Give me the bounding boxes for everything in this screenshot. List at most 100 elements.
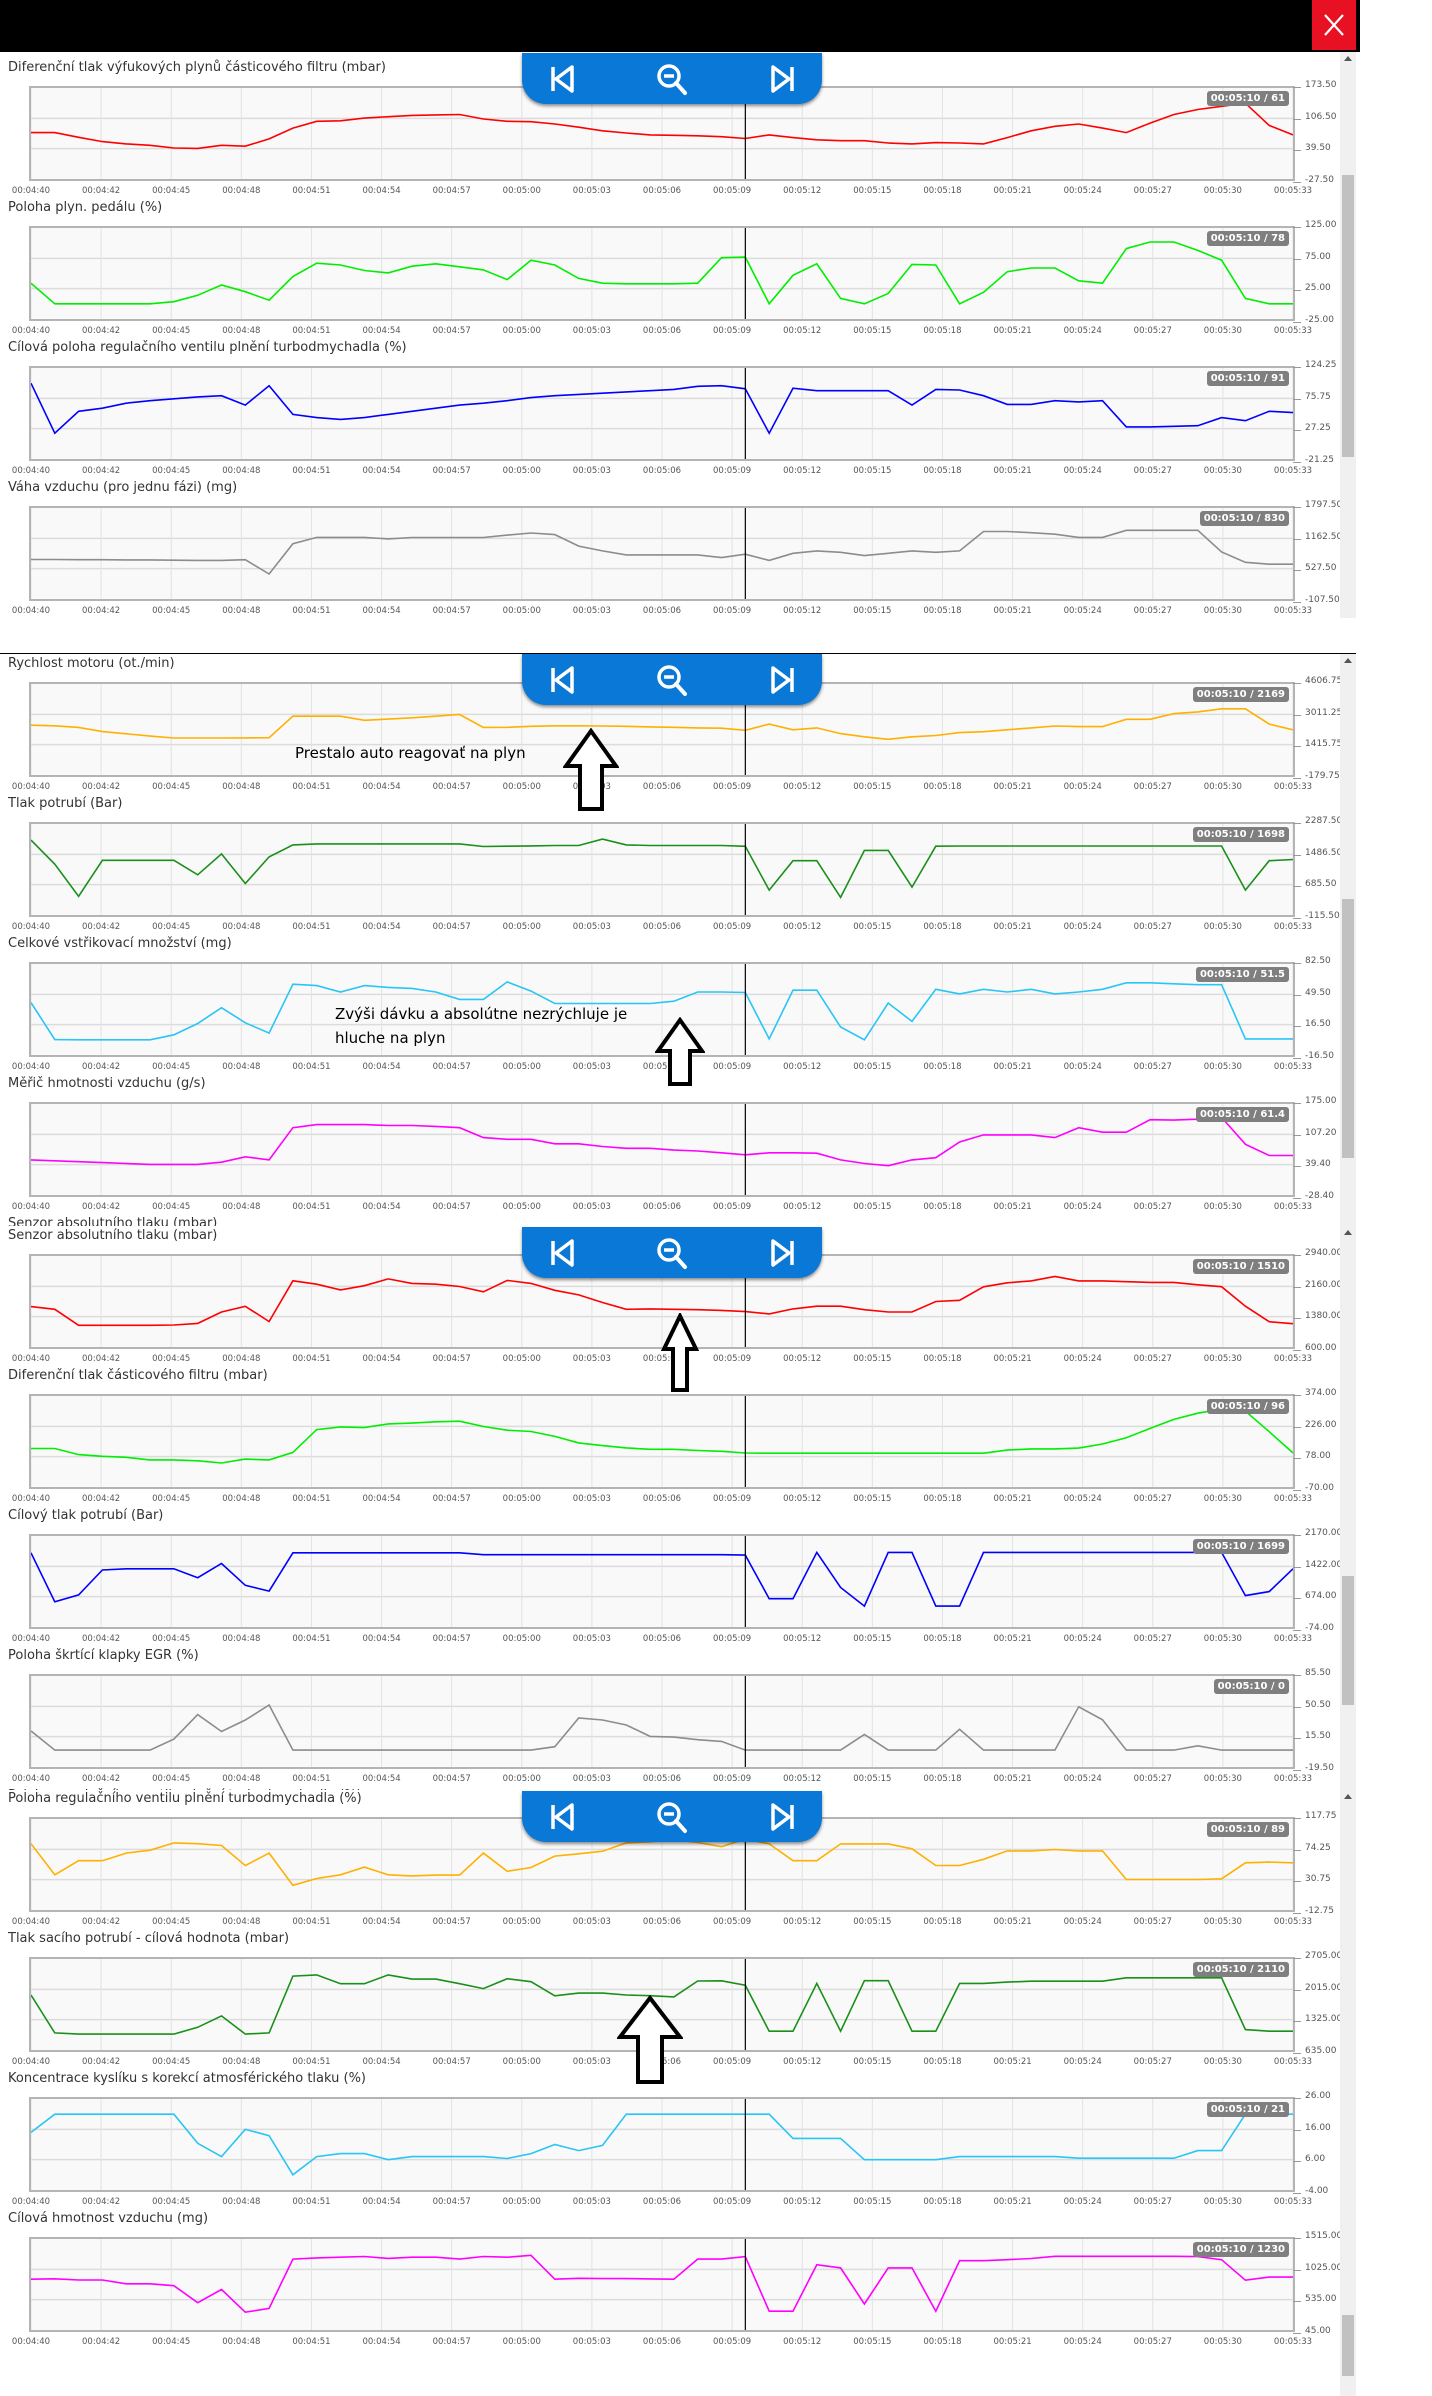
x-axis-label: 00:05:00 bbox=[502, 1917, 541, 1927]
x-axis-label: 00:05:21 bbox=[993, 1917, 1032, 1927]
cursor-value-badge: 00:05:10 / 1699 bbox=[1192, 1539, 1289, 1554]
y-axis-tick bbox=[1293, 1458, 1301, 1460]
y-axis-tick bbox=[1293, 398, 1301, 400]
plot-area[interactable]: 00:05:10 / 0 bbox=[29, 1674, 1295, 1769]
y-axis-label: 2940.00 bbox=[1305, 1248, 1340, 1258]
x-axis-label: 00:04:57 bbox=[432, 2197, 471, 2207]
y-axis-label: 75.00 bbox=[1305, 251, 1331, 262]
x-axis-label: 00:05:21 bbox=[993, 1062, 1032, 1072]
plot-area[interactable]: 00:05:10 / 61.4 bbox=[29, 1102, 1295, 1197]
cursor-value-badge: 00:05:10 / 0 bbox=[1213, 1679, 1289, 1694]
next-button[interactable] bbox=[765, 61, 801, 97]
x-axis-label: 00:05:15 bbox=[853, 2197, 892, 2207]
x-axis-label: 00:05:30 bbox=[1203, 2337, 1242, 2347]
series-line bbox=[31, 382, 1293, 435]
plot-area[interactable]: 00:05:10 / 1698 bbox=[29, 822, 1295, 917]
x-axis-label: 00:05:15 bbox=[853, 1202, 892, 1212]
x-axis-label: 00:05:00 bbox=[502, 1202, 541, 1212]
y-axis-tick bbox=[1293, 1881, 1301, 1883]
x-axis-label: 00:05:30 bbox=[1203, 1917, 1242, 1927]
y-axis-tick bbox=[1293, 570, 1301, 572]
skip-back-icon bbox=[551, 1239, 574, 1267]
x-axis-label: 00:05:09 bbox=[713, 1202, 752, 1212]
y-axis-tick bbox=[1293, 2301, 1301, 2303]
y-axis-label: 527.50 bbox=[1305, 563, 1337, 574]
plot-area[interactable]: 00:05:10 / 91 bbox=[29, 366, 1295, 461]
y-axis-label: 535.00 bbox=[1305, 2294, 1337, 2305]
vertical-scrollbar[interactable] bbox=[1340, 52, 1356, 618]
plot-area[interactable]: 00:05:10 / 51.5 bbox=[29, 962, 1295, 1057]
vertical-scrollbar[interactable] bbox=[1340, 654, 1356, 1227]
scrollbar-thumb[interactable] bbox=[1342, 899, 1354, 1158]
plot-area[interactable]: 00:05:10 / 830 bbox=[29, 506, 1295, 601]
previous-button[interactable] bbox=[544, 61, 580, 97]
x-axis-label: 00:04:42 bbox=[82, 1062, 121, 1072]
y-axis-label: 107.20 bbox=[1305, 1127, 1337, 1138]
y-axis-label: 30.75 bbox=[1305, 1874, 1331, 1885]
scroll-up-arrow-icon[interactable] bbox=[1344, 1794, 1352, 1799]
zoom-out-icon bbox=[657, 1802, 687, 1833]
x-axis-label: 00:04:51 bbox=[292, 2057, 331, 2067]
plot-svg bbox=[31, 1396, 1293, 1487]
zoom-out-button[interactable] bbox=[654, 61, 690, 97]
scrollbar-thumb[interactable] bbox=[1342, 2315, 1354, 2376]
x-axis-label: 00:05:30 bbox=[1203, 1634, 1242, 1644]
plot-area[interactable]: 00:05:10 / 1230 bbox=[29, 2237, 1295, 2332]
scrollbar-thumb[interactable] bbox=[1342, 175, 1354, 457]
y-axis-label: 6.00 bbox=[1305, 2154, 1326, 2165]
x-axis-label: 00:05:06 bbox=[642, 1494, 682, 1504]
x-axis-label: 00:04:42 bbox=[82, 2057, 121, 2067]
skip-forward-icon bbox=[771, 666, 794, 694]
scroll-up-arrow-icon[interactable] bbox=[1344, 1230, 1352, 1235]
y-axis-label: 173.50 bbox=[1305, 80, 1337, 90]
scroll-up-arrow-icon[interactable] bbox=[1344, 658, 1352, 663]
y-axis-label: -27.50 bbox=[1305, 175, 1335, 185]
y-axis-tick bbox=[1293, 1598, 1301, 1600]
plot-area[interactable]: 00:05:10 / 1699 bbox=[29, 1534, 1295, 1629]
y-axis-tick bbox=[1293, 87, 1301, 88]
zoom-out-button[interactable] bbox=[654, 1235, 690, 1271]
y-axis-label: -179.75 bbox=[1305, 771, 1340, 781]
x-axis-label: 00:05:33 bbox=[1273, 606, 1313, 616]
close-button[interactable] bbox=[1312, 0, 1356, 50]
next-button[interactable] bbox=[765, 1799, 801, 1835]
next-button[interactable] bbox=[765, 1235, 801, 1271]
x-axis-label: 00:04:48 bbox=[222, 606, 261, 616]
x-axis-label: 00:05:27 bbox=[1133, 466, 1172, 476]
y-axis-label: 45.00 bbox=[1305, 2326, 1331, 2336]
x-axis-label: 00:04:54 bbox=[362, 1062, 401, 1072]
plot-area[interactable]: 00:05:10 / 61 bbox=[29, 86, 1295, 181]
zoom-out-button[interactable] bbox=[654, 1799, 690, 1835]
x-axis-label: 00:05:03 bbox=[572, 326, 611, 336]
previous-button[interactable] bbox=[544, 662, 580, 698]
previous-button[interactable] bbox=[544, 1235, 580, 1271]
x-axis-label: 00:05:33 bbox=[1273, 2057, 1313, 2067]
x-axis-label: 00:04:57 bbox=[432, 2057, 471, 2067]
y-axis-label: -4.00 bbox=[1305, 2186, 1329, 2196]
y-axis-label: 125.00 bbox=[1305, 220, 1337, 230]
next-button[interactable] bbox=[765, 662, 801, 698]
x-axis-label: 00:05:18 bbox=[923, 2197, 962, 2207]
x-axis-label: 00:04:42 bbox=[82, 1634, 121, 1644]
x-axis-label: 00:05:15 bbox=[853, 1354, 892, 1364]
vertical-scrollbar[interactable] bbox=[1340, 1226, 1356, 1790]
vertical-scrollbar[interactable] bbox=[1340, 1790, 1356, 2396]
scroll-up-arrow-icon[interactable] bbox=[1344, 56, 1352, 61]
plot-area[interactable]: 00:05:10 / 78 bbox=[29, 226, 1295, 321]
x-axis-label: 00:05:09 bbox=[713, 466, 752, 476]
x-axis-label: 00:04:40 bbox=[11, 922, 51, 932]
plot-area[interactable]: 00:05:10 / 96 bbox=[29, 1394, 1295, 1489]
x-axis-label: 00:05:15 bbox=[853, 1917, 892, 1927]
x-axis-label: 00:05:24 bbox=[1063, 2057, 1102, 2067]
scrollbar-thumb[interactable] bbox=[1342, 1576, 1354, 1705]
x-axis-label: 00:04:40 bbox=[11, 2337, 51, 2347]
cursor-value-badge: 00:05:10 / 1698 bbox=[1192, 827, 1289, 842]
x-axis-label: 00:05:15 bbox=[853, 186, 892, 196]
plot-area[interactable]: 00:05:10 / 21 bbox=[29, 2097, 1295, 2192]
x-axis-label: 00:05:27 bbox=[1133, 1634, 1172, 1644]
previous-button[interactable] bbox=[544, 1799, 580, 1835]
zoom-out-button[interactable] bbox=[654, 662, 690, 698]
plot-svg bbox=[31, 964, 1293, 1055]
x-axis-label: 00:05:27 bbox=[1133, 606, 1172, 616]
x-axis-label: 00:05:09 bbox=[713, 326, 752, 336]
